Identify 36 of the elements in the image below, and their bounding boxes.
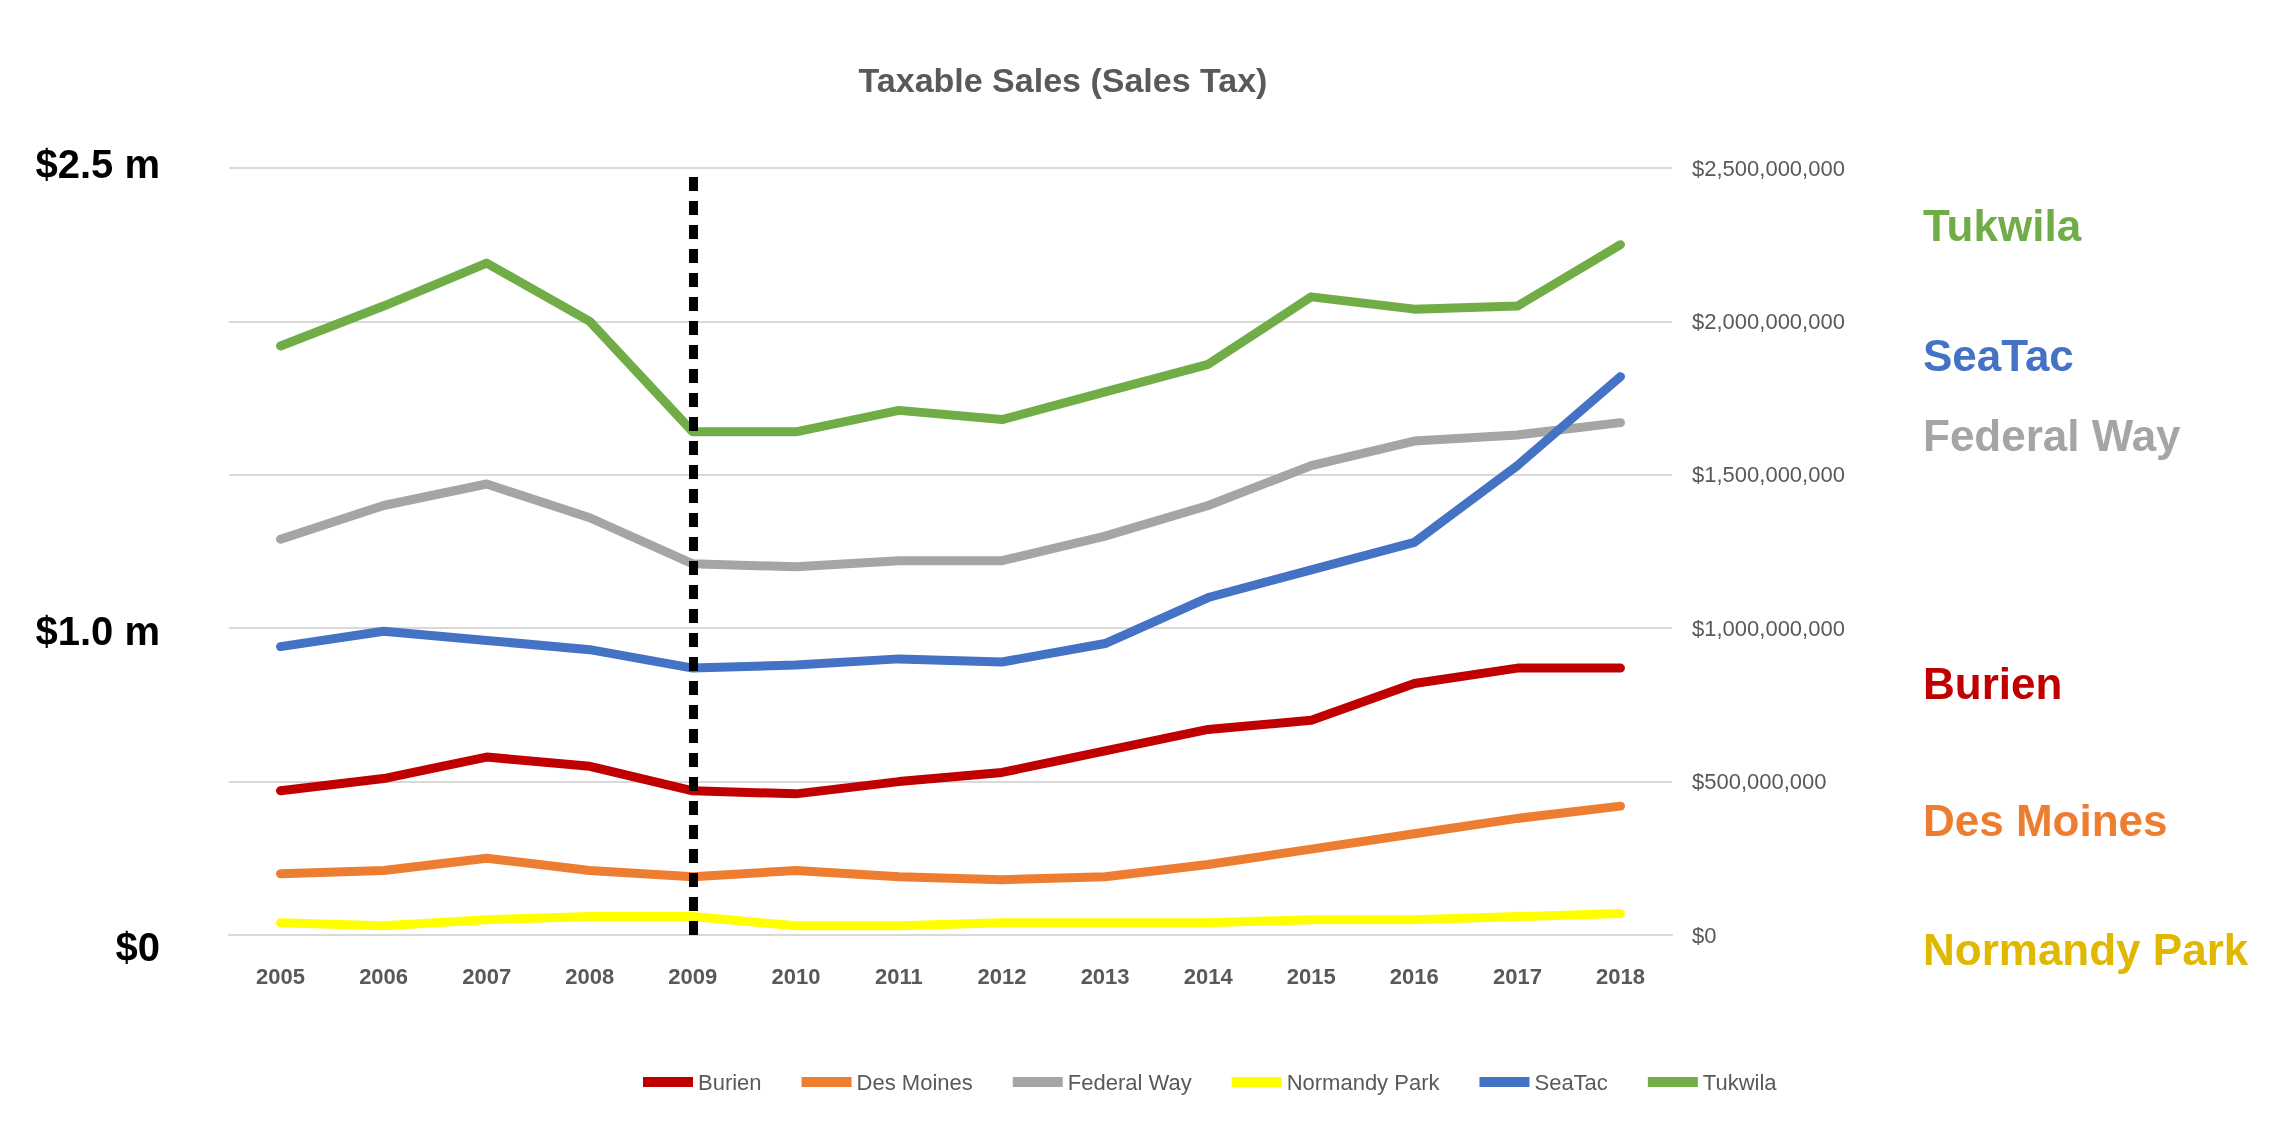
x-tick-label: 2013 [1080, 963, 1130, 989]
legend-label: Normandy Park [1286, 1069, 1441, 1095]
text: Federal Way [1923, 410, 2181, 460]
legend-label: Tukwila [1702, 1069, 1778, 1095]
x-tick-label: 2009 [668, 963, 718, 989]
x-tick-label: 2011 [875, 963, 923, 989]
chart-title: Taxable Sales (Sales Tax) [858, 61, 1268, 99]
text: Normandy Park [1923, 924, 2249, 974]
x-tick-label: 2014 [1183, 963, 1234, 989]
legend-label: Federal Way [1067, 1069, 1192, 1095]
x-tick-label: 2016 [1389, 963, 1439, 989]
x-tick-label: 2012 [977, 963, 1027, 989]
text: Tukwila [1923, 200, 2082, 250]
legend-label: Des Moines [856, 1069, 973, 1095]
x-tick-label: 2010 [771, 963, 821, 989]
x-tick-label: 2018 [1595, 963, 1645, 989]
y-tick-label: $2,000,000,000 [1692, 308, 1845, 334]
legend-label: Burien [698, 1069, 762, 1095]
y-tick-label: $1,500,000,000 [1692, 462, 1845, 488]
text: SeaTac [1923, 330, 2074, 380]
x-tick-label: 2005 [256, 963, 306, 989]
y-tick-label: $0 [1692, 922, 1717, 948]
x-tick-label: 2006 [359, 963, 409, 989]
text: $0 [115, 925, 160, 969]
text: Des Moines [1923, 795, 2168, 845]
text: $1.0 m [35, 609, 160, 653]
legend-label: SeaTac [1534, 1069, 1608, 1095]
x-tick-label: 2015 [1286, 963, 1336, 989]
y-tick-label: $2,500,000,000 [1692, 155, 1845, 181]
text: Burien [1923, 658, 2063, 708]
x-tick-label: 2008 [565, 963, 615, 989]
y-tick-label: $500,000,000 [1692, 769, 1827, 795]
x-tick-label: 2017 [1492, 963, 1542, 989]
text: $2.5 m [35, 142, 160, 186]
x-tick-label: 2007 [462, 963, 512, 989]
y-tick-label: $1,000,000,000 [1692, 615, 1845, 641]
